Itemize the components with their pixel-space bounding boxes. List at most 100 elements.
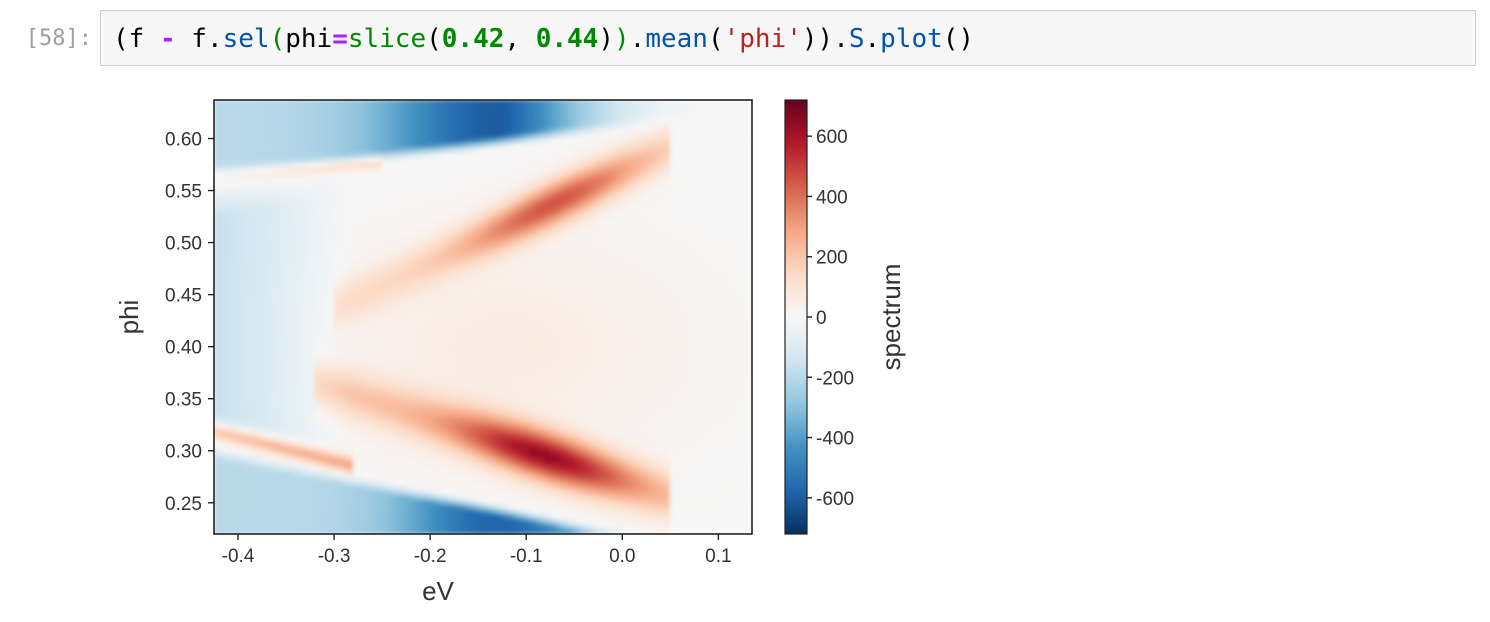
- heatmap-cell: [232, 393, 239, 400]
- heatmap-cell: [357, 437, 364, 443]
- heatmap-cell: [324, 114, 330, 120]
- heatmap-cell: [276, 417, 282, 424]
- heatmap-cell: [333, 471, 340, 477]
- heatmap-cell: [353, 167, 359, 173]
- heatmap-cell: [353, 398, 359, 405]
- heatmap-cell: [261, 528, 268, 534]
- heatmap-image: [214, 100, 752, 534]
- heatmap-cell: [425, 123, 431, 130]
- heatmap-cell: [218, 524, 224, 530]
- heatmap-cell: [314, 499, 320, 506]
- heatmap-cell: [338, 524, 344, 530]
- heatmap-cell: [276, 427, 282, 434]
- heatmap-cell: [338, 461, 344, 467]
- heatmap-cell: [266, 143, 272, 149]
- heatmap-cell: [425, 229, 431, 236]
- heatmap-cell: [304, 100, 311, 106]
- heatmap-cell: [266, 403, 272, 409]
- heatmap-cell: [353, 446, 359, 453]
- heatmap-cell: [343, 278, 349, 284]
- heatmap-cell: [300, 244, 306, 250]
- heatmap-cell: [468, 128, 474, 135]
- heatmap-cell: [242, 504, 248, 511]
- heatmap-cell: [381, 335, 388, 342]
- heatmap-cell: [223, 244, 229, 250]
- heatmap-cell: [304, 417, 311, 424]
- heatmap-cell: [453, 389, 460, 395]
- heatmap-cell: [237, 220, 244, 226]
- heatmap-cell: [415, 393, 421, 400]
- heatmap-cell: [405, 471, 412, 477]
- heatmap-cell: [391, 234, 397, 241]
- heatmap-cell: [420, 225, 426, 231]
- heatmap-cell: [271, 417, 277, 424]
- heatmap-cell: [353, 422, 359, 429]
- heatmap-cell: [468, 254, 474, 260]
- heatmap-cell: [420, 379, 426, 385]
- heatmap-cell: [463, 350, 469, 356]
- heatmap-cell: [223, 495, 229, 501]
- heatmap-cell: [362, 210, 369, 217]
- heatmap-cell: [410, 273, 417, 279]
- heatmap-cell: [324, 210, 330, 217]
- heatmap-cell: [242, 220, 248, 226]
- heatmap-cell: [381, 509, 388, 516]
- heatmap-cell: [218, 254, 224, 260]
- heatmap-cell: [247, 147, 253, 154]
- heatmap-cell: [328, 263, 335, 270]
- heatmap-cell: [473, 398, 479, 405]
- heatmap-cell: [463, 210, 469, 217]
- heatmap-cell: [396, 480, 402, 487]
- heatmap-cell: [319, 311, 325, 318]
- heatmap-cell: [477, 143, 484, 149]
- heatmap-cell: [271, 302, 277, 308]
- heatmap-cell: [473, 499, 479, 506]
- heatmap-cell: [391, 475, 397, 482]
- heatmap-cell: [261, 369, 268, 376]
- heatmap-cell: [401, 374, 407, 380]
- heatmap-cell: [381, 263, 388, 270]
- heatmap-cell: [276, 485, 282, 491]
- heatmap-cell: [304, 133, 311, 139]
- heatmap-cell: [295, 311, 301, 318]
- heatmap-cell: [420, 461, 426, 467]
- heatmap-cell: [338, 114, 344, 120]
- heatmap-cell: [256, 181, 263, 188]
- heatmap-cell: [458, 519, 465, 525]
- code-input-cell[interactable]: (f - f.sel(phi=slice(0.42, 0.44)).mean('…: [100, 10, 1476, 66]
- heatmap-cell: [228, 335, 234, 342]
- heatmap-cell: [214, 364, 220, 371]
- heatmap-cell: [290, 403, 296, 409]
- heatmap-cell: [328, 509, 335, 516]
- heatmap-cell: [405, 186, 412, 192]
- heatmap-cell: [328, 475, 335, 482]
- heatmap-cell: [276, 519, 282, 525]
- heatmap-cell: [232, 263, 239, 270]
- heatmap-cell: [333, 519, 340, 525]
- heatmap-cell: [425, 114, 431, 120]
- heatmap-cell: [261, 461, 268, 467]
- heatmap-cell: [420, 282, 426, 289]
- heatmap-cell: [353, 528, 359, 534]
- heatmap-cell: [429, 268, 436, 274]
- heatmap-cell: [367, 234, 373, 241]
- heatmap-cell: [319, 143, 325, 149]
- heatmap-cell: [247, 234, 253, 241]
- heatmap-cell: [300, 471, 306, 477]
- heatmap-cell: [401, 509, 407, 516]
- heatmap-cell: [214, 432, 220, 438]
- heatmap-cell: [247, 311, 253, 318]
- heatmap-cell: [434, 422, 441, 429]
- heatmap-cell: [252, 524, 258, 530]
- heatmap-cell: [324, 157, 330, 163]
- heatmap-cell: [434, 225, 441, 231]
- heatmap-cell: [218, 379, 224, 385]
- heatmap-cell: [218, 263, 224, 270]
- heatmap-cell: [237, 350, 244, 356]
- heatmap-cell: [338, 229, 344, 236]
- heatmap-cell: [357, 297, 364, 303]
- heatmap-cell: [237, 379, 244, 385]
- heatmap-cell: [367, 485, 373, 491]
- heatmap-cell: [362, 466, 369, 472]
- heatmap-cell: [242, 292, 248, 299]
